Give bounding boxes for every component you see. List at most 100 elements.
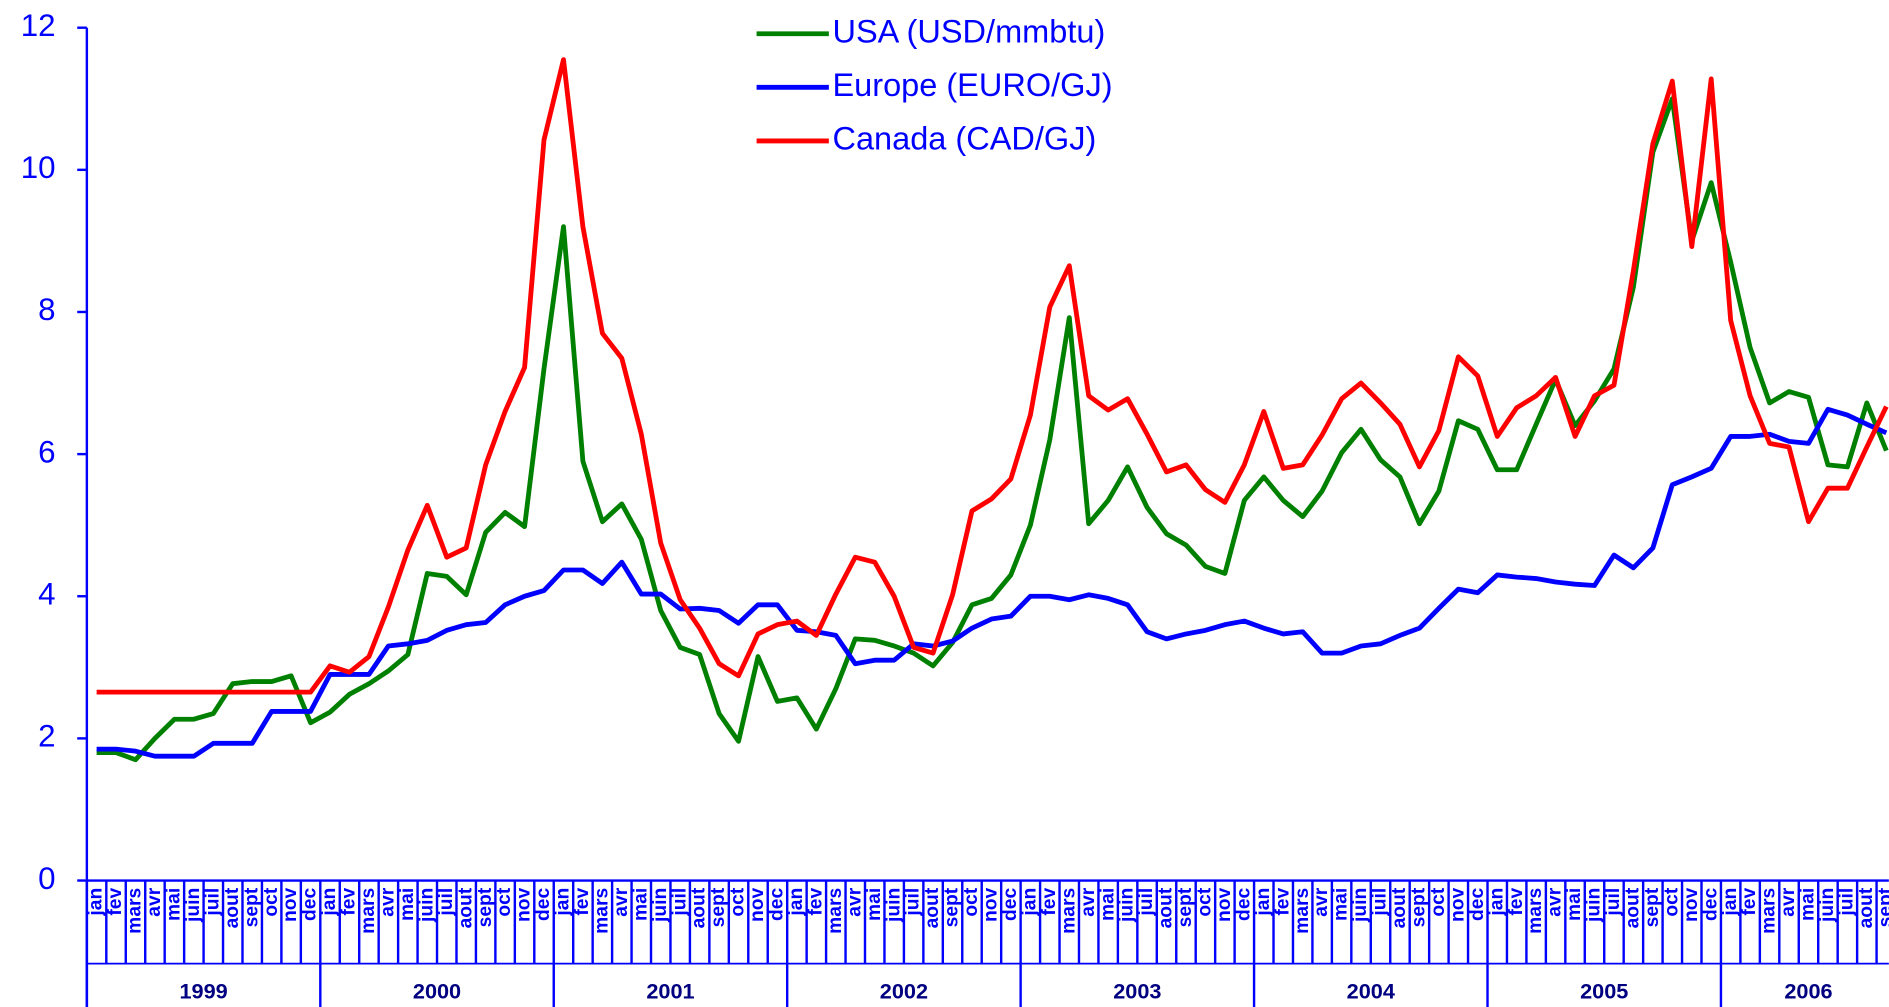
y-tick-label: 4 [38,577,55,612]
x-tick-label: fev [805,887,826,915]
x-tick-label: fev [1039,887,1060,915]
x-tick-label: nov [981,887,1002,922]
x-tick-label: sept [942,887,963,927]
x-tick-label: mai [397,888,418,921]
x-tick-label: dec [533,887,554,920]
x-tick-label: mars [825,888,846,934]
x-tick-label: sept [241,887,262,927]
x-tick-label: oct [1195,887,1216,916]
x-tick-label: juin [1350,888,1371,923]
x-tick-label: juil [669,888,690,917]
x-tick-label: mars [1292,888,1313,934]
y-tick-label: 12 [21,8,56,43]
x-tick-label: nov [280,887,301,922]
x-tick-label: aout [455,887,476,928]
x-tick-label: sept [1642,887,1663,927]
year-label: 2006 [1784,978,1832,1003]
x-tick-label: sept [1175,887,1196,927]
x-tick-label: oct [1428,887,1449,916]
x-tick-label: jan [1486,888,1507,917]
x-tick-label: oct [728,887,749,916]
x-tick-label: dec [1467,887,1488,920]
x-tick-label: fev [339,887,360,915]
x-tick-label: mai [1331,888,1352,921]
x-tick-label: avr [611,887,632,916]
y-tick-label: 10 [21,150,56,185]
x-tick-label: mai [1564,888,1585,921]
x-tick-label: juil [1603,888,1624,917]
x-tick-label: mai [630,888,651,921]
x-tick-label: juil [436,888,457,917]
x-tick-label: avr [144,887,165,916]
x-tick-label: aout [1389,887,1410,928]
x-tick-label: aout [1623,887,1644,928]
x-tick-label: avr [377,887,398,916]
data-line [96,57,1889,695]
x-tick-label: nov [1214,887,1235,922]
x-tick-label: sept [708,887,729,927]
x-tick-label: mai [1097,888,1118,921]
x-tick-label: jan [1253,888,1274,917]
x-tick-label: oct [961,887,982,916]
x-tick-label: nov [1681,887,1702,922]
x-tick-label: dec [767,887,788,920]
x-tick-label: mai [1798,888,1819,921]
x-tick-label: juin [650,888,671,923]
x-tick-label: aout [1156,887,1177,928]
x-tick-label: sept [475,887,496,927]
x-tick-label: jan [553,888,574,917]
x-tick-label: fev [1506,887,1527,915]
x-tick-label: mars [591,888,612,934]
x-tick-label: jan [1019,888,1040,917]
x-tick-label: fev [105,887,126,915]
x-tick-label: aout [1856,887,1877,928]
x-tick-label: jan [86,888,107,917]
x-tick-label: aout [689,887,710,928]
y-tick-label: 2 [38,719,55,754]
x-tick-label: nov [747,887,768,922]
data-line [96,406,1888,759]
x-tick-label: aout [222,887,243,928]
x-tick-label: fev [1739,887,1760,915]
year-label: 2005 [1580,978,1628,1003]
x-tick-label: juin [416,888,437,923]
x-tick-label: oct [1661,887,1682,916]
x-tick-label: juin [1117,888,1138,923]
legend-label: USA (USD/mmbtu) [832,13,1105,49]
x-tick-label: avr [1311,887,1332,916]
year-label: 2004 [1347,978,1395,1003]
x-tick-label: fev [572,887,593,915]
x-tick-label: jan [786,888,807,917]
x-tick-label: mars [358,888,379,934]
x-tick-label: mars [1058,888,1079,934]
x-tick-label: juil [1136,888,1157,917]
x-tick-label: avr [844,887,865,916]
x-tick-label: mai [864,888,885,921]
legend-label: Europe (EURO/GJ) [832,67,1112,103]
x-tick-label: juin [1817,888,1838,923]
x-tick-label: dec [1233,887,1254,920]
y-tick-label: 6 [38,434,55,469]
x-tick-label: juil [1836,888,1857,917]
x-tick-label: jan [1720,888,1741,917]
x-tick-label: juil [903,888,924,917]
x-tick-label: mars [1525,888,1546,934]
x-tick-label: sept [1875,887,1889,927]
x-tick-label: nov [514,887,535,922]
x-tick-label: dec [1700,887,1721,920]
year-label: 2001 [646,978,694,1003]
x-tick-label: nov [1447,887,1468,922]
x-tick-label: dec [1000,887,1021,920]
x-tick-label: avr [1545,887,1566,916]
x-tick-label: juil [202,888,223,917]
x-tick-label: oct [494,887,515,916]
x-tick-label: juin [883,888,904,923]
x-tick-label: juin [183,888,204,923]
y-tick-label: 0 [38,861,55,896]
y-tick-label: 8 [38,292,55,327]
x-tick-label: jan [319,888,340,917]
year-label: 2000 [413,978,461,1003]
x-tick-label: avr [1078,887,1099,916]
year-label: 2003 [1113,978,1161,1003]
